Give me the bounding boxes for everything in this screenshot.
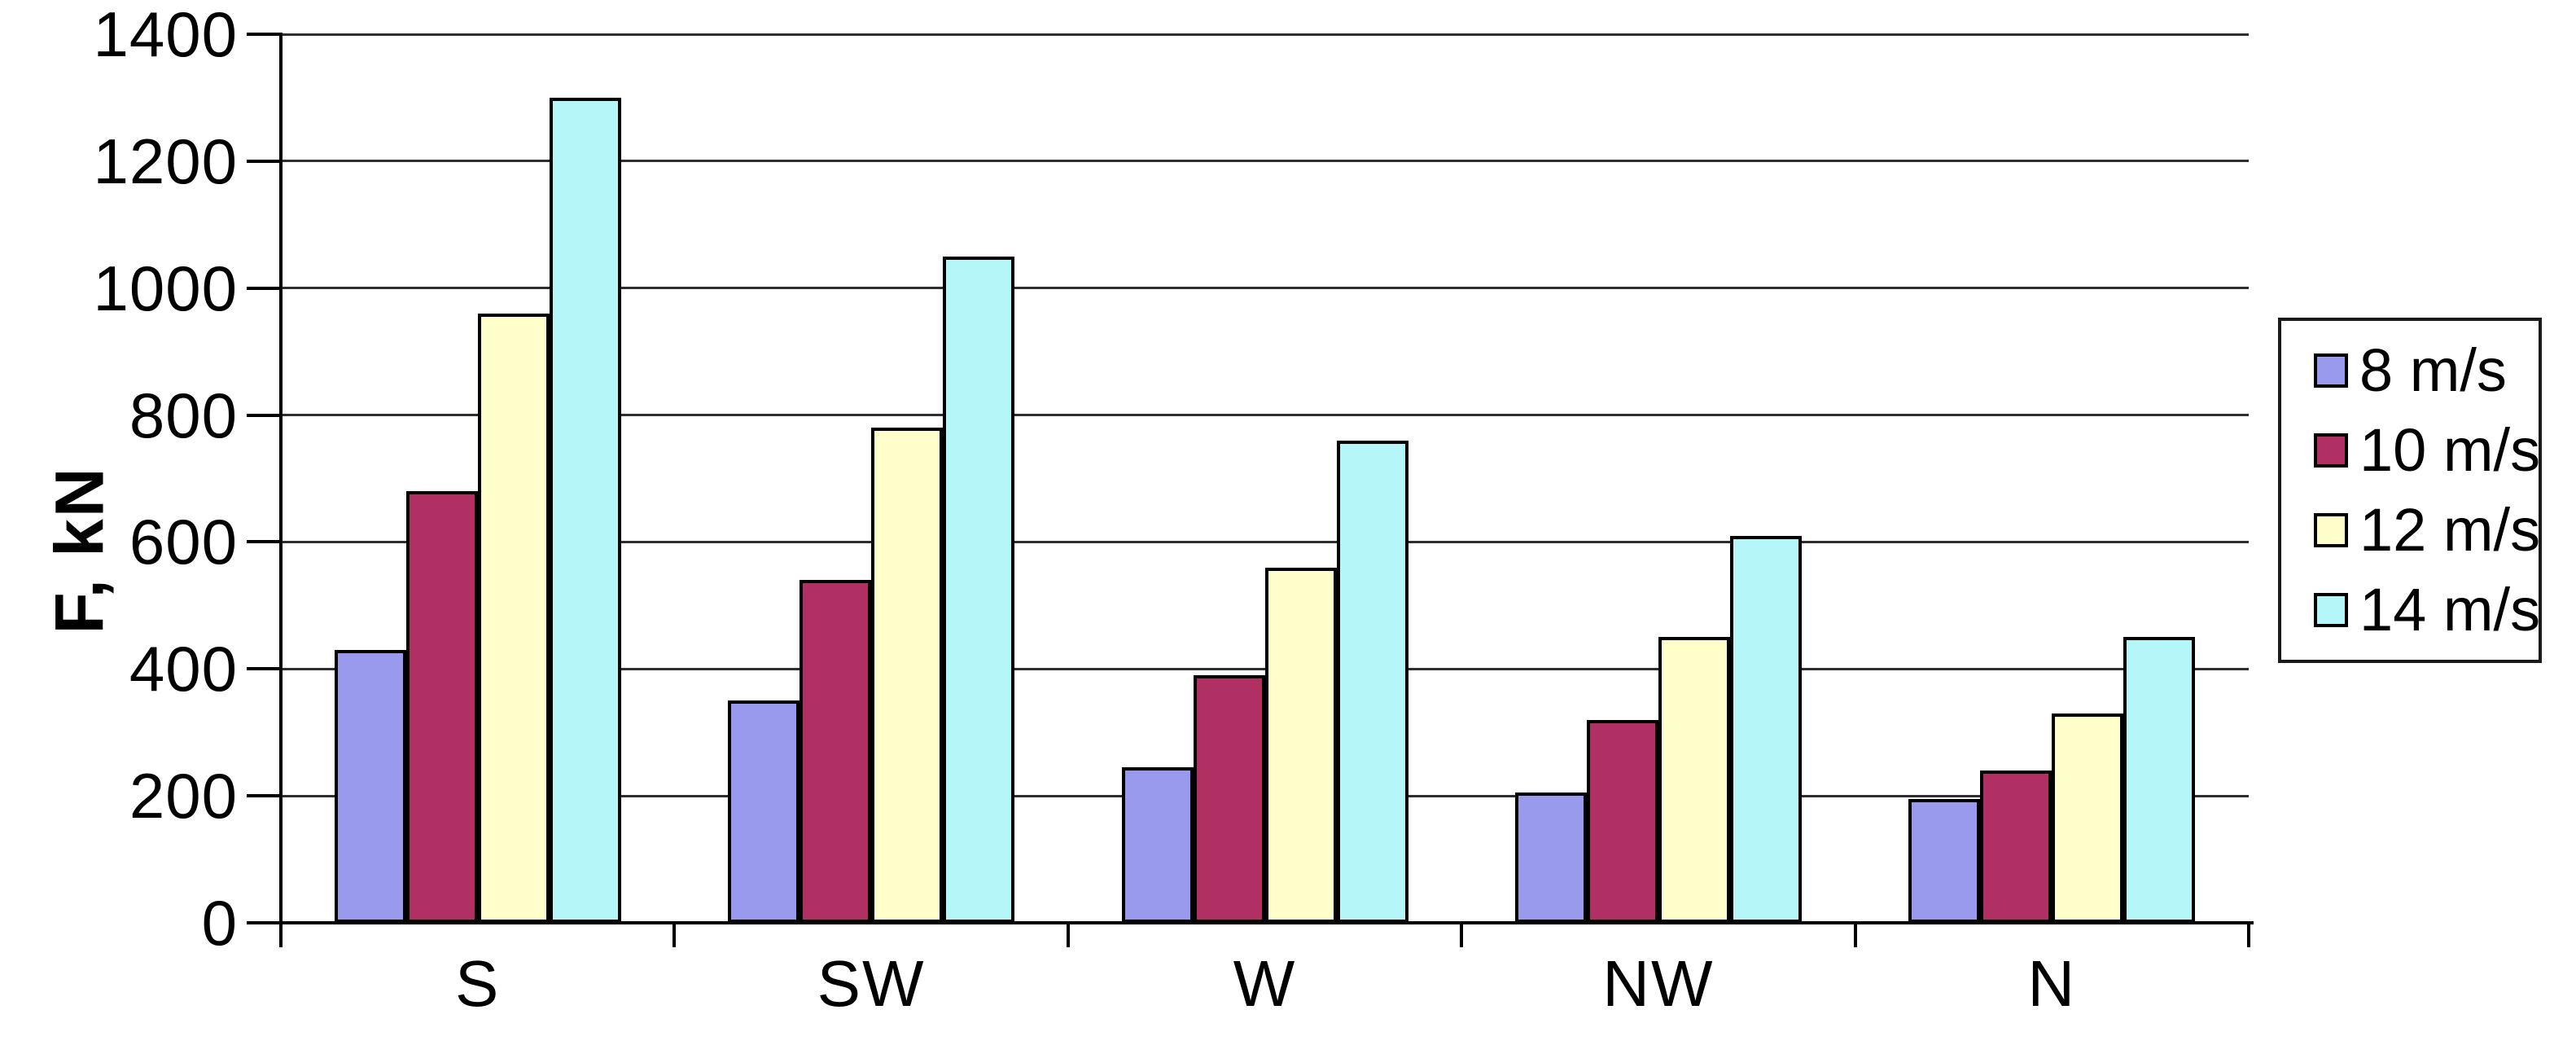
gridline — [281, 160, 2249, 163]
bar-SW-14m/s — [943, 256, 1015, 923]
legend-label: 12 m/s — [2359, 496, 2541, 564]
bar-SW-12m/s — [871, 428, 944, 923]
y-tick-label: 1000 — [93, 252, 238, 324]
plot-area — [281, 33, 2249, 923]
x-axis-tick — [1853, 921, 1857, 947]
x-axis-line — [266, 921, 2254, 924]
y-tick-label: 400 — [129, 633, 238, 705]
bar-NW-10m/s — [1586, 719, 1658, 923]
bar-NW-8m/s — [1514, 793, 1587, 923]
legend-item-8m/s: 8 m/s — [2314, 340, 2539, 401]
y-axis-tick — [247, 413, 281, 417]
bar-N-8m/s — [1908, 799, 1981, 923]
legend-item-10m/s: 10 m/s — [2314, 416, 2541, 484]
x-axis-tick — [279, 921, 283, 947]
y-tick-label: 1400 — [93, 0, 238, 70]
gridline — [281, 287, 2249, 290]
bar-N-14m/s — [2123, 637, 2196, 923]
x-category-label: SW — [817, 947, 926, 1020]
y-axis-tick — [247, 921, 281, 924]
x-category-label: W — [1233, 947, 1297, 1020]
bar-SW-10m/s — [800, 580, 872, 923]
y-tick-label: 200 — [129, 760, 238, 832]
x-axis-tick — [2247, 921, 2250, 947]
legend-label: 14 m/s — [2359, 576, 2541, 643]
bar-W-12m/s — [1264, 567, 1337, 923]
bar-SW-8m/s — [728, 700, 800, 923]
bar-S-10m/s — [405, 491, 478, 923]
y-axis-tick — [247, 794, 281, 798]
bar-W-14m/s — [1336, 440, 1408, 923]
x-category-label: NW — [1602, 947, 1715, 1020]
gridline — [281, 540, 2249, 543]
y-tick-label: 0 — [201, 887, 238, 959]
x-axis-tick — [1066, 921, 1070, 947]
y-tick-label: 600 — [129, 506, 238, 578]
x-category-label: S — [455, 947, 501, 1020]
y-tick-label: 800 — [129, 379, 238, 451]
gridline — [281, 33, 2249, 36]
legend-swatch-icon — [2314, 433, 2348, 468]
bar-S-8m/s — [334, 649, 406, 923]
bar-S-12m/s — [477, 313, 550, 923]
bar-W-8m/s — [1121, 767, 1194, 923]
x-category-label: N — [2027, 947, 2077, 1020]
legend-label: 8 m/s — [2359, 336, 2507, 404]
y-axis-tick — [247, 286, 281, 290]
y-axis-line — [279, 33, 283, 946]
legend-item-14m/s: 14 m/s — [2314, 576, 2541, 643]
bar-S-14m/s — [549, 97, 621, 923]
y-axis-tick — [247, 667, 281, 671]
legend-swatch-icon — [2314, 513, 2348, 547]
x-axis-tick — [1460, 921, 1464, 947]
legend: 8 m/s 10 m/s 12 m/s 14 m/s — [2278, 318, 2542, 663]
bar-N-12m/s — [2052, 713, 2124, 923]
x-axis-tick — [672, 921, 677, 947]
legend-label: 10 m/s — [2359, 416, 2541, 484]
bar-N-10m/s — [1980, 770, 2052, 923]
y-axis-tick — [247, 33, 281, 36]
legend-swatch-icon — [2314, 593, 2348, 627]
bar-NW-14m/s — [1729, 535, 1802, 923]
legend-swatch-icon — [2314, 353, 2348, 388]
y-tick-label: 1200 — [93, 125, 238, 197]
legend-item-12m/s: 12 m/s — [2314, 496, 2541, 564]
gridline — [281, 414, 2249, 417]
bar-W-10m/s — [1193, 675, 1265, 923]
y-axis-tick — [247, 159, 281, 163]
bar-NW-12m/s — [1658, 637, 1730, 923]
y-axis-tick — [247, 540, 281, 544]
